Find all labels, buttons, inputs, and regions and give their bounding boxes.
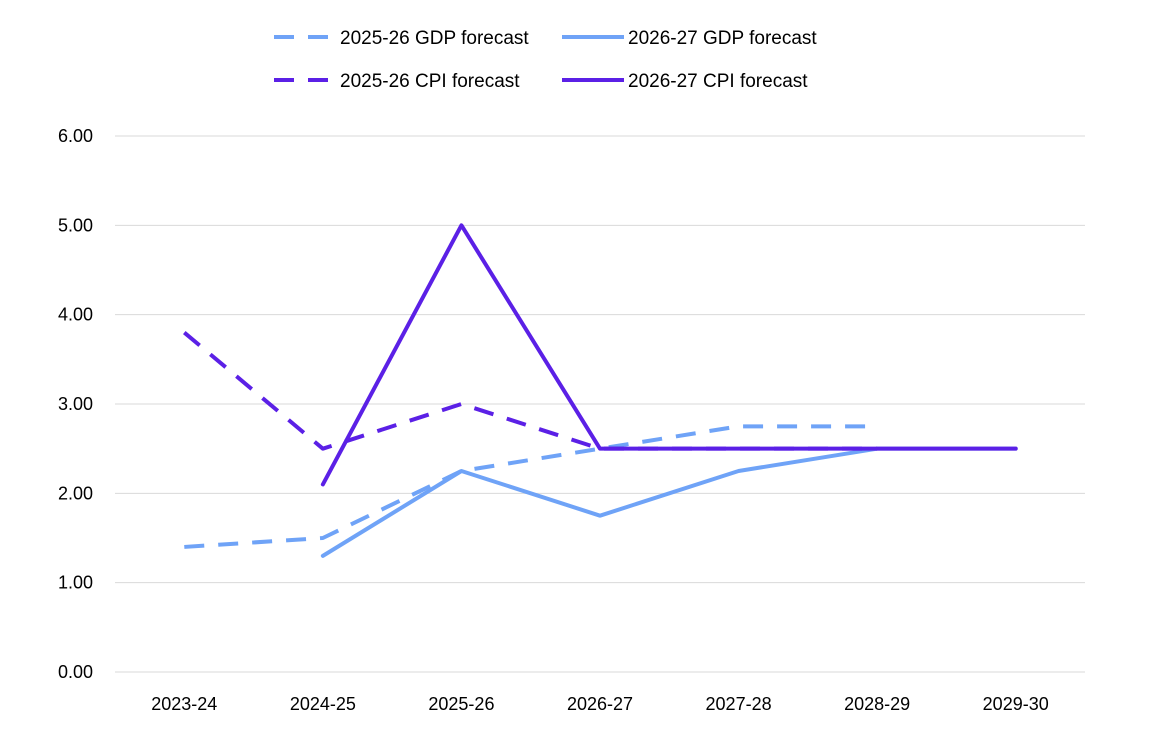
legend-label: 2025-26 CPI forecast bbox=[340, 71, 520, 92]
series-solid-3 bbox=[320, 223, 1018, 487]
legend-item: 2026-27 CPI forecast bbox=[562, 71, 808, 92]
x-tick-label: 2027-28 bbox=[706, 694, 772, 714]
series-line bbox=[183, 331, 878, 451]
y-tick-label: 4.00 bbox=[58, 305, 93, 325]
series-line bbox=[320, 446, 1018, 558]
x-tick-label: 2029-30 bbox=[983, 694, 1049, 714]
x-tick-label: 2025-26 bbox=[428, 694, 494, 714]
y-axis: 0.00 1.00 2.00 3.00 4.00 5.00 6.00 bbox=[58, 126, 93, 682]
legend-label: 2026-27 GDP forecast bbox=[628, 28, 817, 49]
y-tick-label: 5.00 bbox=[58, 215, 93, 235]
y-tick-label: 2.00 bbox=[58, 483, 93, 503]
series-layer bbox=[183, 223, 1018, 558]
series-line bbox=[184, 424, 878, 549]
y-tick-label: 1.00 bbox=[58, 573, 93, 593]
x-tick-label: 2028-29 bbox=[844, 694, 910, 714]
legend-label: 2026-27 CPI forecast bbox=[628, 71, 808, 92]
legend-label: 2025-26 GDP forecast bbox=[340, 28, 529, 49]
x-tick-label: 2026-27 bbox=[567, 694, 633, 714]
x-tick-label: 2023-24 bbox=[151, 694, 217, 714]
legend-item: 2025-26 CPI forecast bbox=[274, 71, 520, 92]
gridlines bbox=[115, 135, 1085, 673]
legend: 2025-26 GDP forecast 2026-27 GDP forecast… bbox=[274, 28, 817, 92]
x-tick-label: 2024-25 bbox=[290, 694, 356, 714]
series-dashed-2 bbox=[183, 331, 878, 451]
y-tick-label: 3.00 bbox=[58, 394, 93, 414]
series-line bbox=[320, 223, 1018, 487]
legend-item: 2026-27 GDP forecast bbox=[562, 28, 817, 49]
series-dashed-0 bbox=[184, 424, 878, 549]
x-axis: 2023-24 2024-25 2025-26 2026-27 2027-28 2028-… bbox=[151, 694, 1048, 714]
y-tick-label: 6.00 bbox=[58, 126, 93, 146]
series-solid-1 bbox=[320, 446, 1018, 558]
legend-item: 2025-26 GDP forecast bbox=[274, 28, 529, 49]
y-tick-label: 0.00 bbox=[58, 662, 93, 682]
